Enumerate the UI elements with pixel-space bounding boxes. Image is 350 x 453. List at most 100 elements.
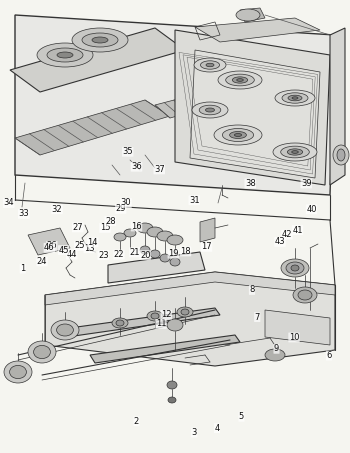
Polygon shape (45, 272, 335, 366)
Ellipse shape (124, 229, 136, 237)
Text: 22: 22 (114, 250, 124, 259)
Text: 23: 23 (98, 251, 108, 260)
Ellipse shape (116, 320, 124, 326)
Ellipse shape (82, 33, 118, 47)
Ellipse shape (232, 77, 248, 83)
Ellipse shape (194, 58, 226, 72)
Ellipse shape (281, 146, 309, 158)
Ellipse shape (282, 93, 308, 103)
Ellipse shape (218, 71, 262, 89)
Ellipse shape (206, 63, 214, 67)
Ellipse shape (168, 397, 176, 403)
Ellipse shape (181, 309, 189, 315)
Text: 10: 10 (289, 333, 299, 342)
Ellipse shape (151, 313, 159, 319)
Text: 32: 32 (52, 205, 62, 214)
Polygon shape (55, 308, 220, 338)
Ellipse shape (201, 61, 219, 69)
Ellipse shape (177, 307, 193, 317)
Ellipse shape (150, 250, 160, 258)
Ellipse shape (288, 95, 302, 101)
Text: 24: 24 (37, 257, 47, 266)
Polygon shape (90, 335, 240, 363)
Ellipse shape (34, 345, 50, 359)
Polygon shape (190, 50, 320, 178)
Text: 40: 40 (306, 205, 317, 214)
Ellipse shape (192, 102, 228, 118)
Ellipse shape (222, 129, 254, 141)
Ellipse shape (28, 341, 56, 363)
Text: 9: 9 (274, 344, 279, 353)
Text: 38: 38 (245, 179, 255, 188)
Text: 2: 2 (134, 417, 139, 426)
Text: 4: 4 (214, 424, 220, 433)
Polygon shape (15, 100, 170, 155)
Ellipse shape (298, 290, 312, 300)
Ellipse shape (57, 52, 73, 58)
Text: 18: 18 (180, 247, 191, 256)
Ellipse shape (37, 43, 93, 67)
Ellipse shape (137, 223, 153, 233)
Ellipse shape (112, 318, 128, 328)
Polygon shape (15, 15, 335, 195)
Text: 1: 1 (20, 264, 25, 273)
Ellipse shape (333, 145, 349, 165)
Text: 30: 30 (121, 198, 131, 207)
Ellipse shape (147, 311, 163, 321)
Ellipse shape (265, 349, 285, 361)
Polygon shape (265, 310, 330, 345)
Ellipse shape (293, 287, 317, 303)
Ellipse shape (236, 9, 260, 21)
Polygon shape (240, 8, 265, 22)
Text: 14: 14 (88, 238, 98, 247)
Text: 20: 20 (140, 251, 150, 260)
Text: 17: 17 (201, 242, 212, 251)
Text: 28: 28 (105, 217, 116, 226)
Text: 7: 7 (254, 313, 260, 322)
Text: 46: 46 (44, 243, 55, 252)
Ellipse shape (160, 254, 170, 262)
Ellipse shape (287, 149, 303, 155)
Ellipse shape (167, 235, 183, 245)
Ellipse shape (140, 246, 150, 254)
Text: 25: 25 (75, 241, 85, 251)
Text: 19: 19 (168, 249, 178, 258)
Ellipse shape (273, 143, 317, 161)
Text: 29: 29 (116, 204, 126, 213)
Text: 6: 6 (326, 351, 332, 360)
Text: 21: 21 (130, 248, 140, 257)
Text: 34: 34 (4, 198, 14, 207)
Ellipse shape (214, 125, 262, 145)
Polygon shape (10, 28, 185, 92)
Ellipse shape (237, 79, 243, 82)
Text: 44: 44 (66, 250, 77, 259)
Ellipse shape (230, 131, 246, 139)
Ellipse shape (292, 151, 298, 154)
Ellipse shape (234, 134, 241, 136)
Polygon shape (330, 28, 345, 185)
Text: 8: 8 (249, 285, 255, 294)
Ellipse shape (170, 258, 180, 266)
Ellipse shape (114, 233, 126, 241)
Text: 27: 27 (72, 223, 83, 232)
Text: 37: 37 (154, 165, 164, 174)
Text: 33: 33 (19, 209, 29, 218)
Text: 13: 13 (84, 244, 95, 253)
Text: 42: 42 (282, 230, 292, 239)
Text: 15: 15 (100, 223, 110, 232)
Ellipse shape (167, 319, 183, 331)
Polygon shape (28, 228, 70, 255)
Text: 35: 35 (122, 147, 133, 156)
Ellipse shape (57, 324, 74, 336)
Text: 39: 39 (301, 179, 312, 188)
Polygon shape (200, 218, 215, 242)
Ellipse shape (47, 48, 83, 62)
Ellipse shape (72, 28, 128, 52)
Text: 5: 5 (239, 412, 244, 421)
Polygon shape (175, 30, 330, 185)
Ellipse shape (157, 231, 173, 241)
Ellipse shape (286, 262, 304, 274)
Polygon shape (108, 252, 205, 283)
Text: 11: 11 (156, 319, 166, 328)
Text: 3: 3 (191, 428, 197, 437)
